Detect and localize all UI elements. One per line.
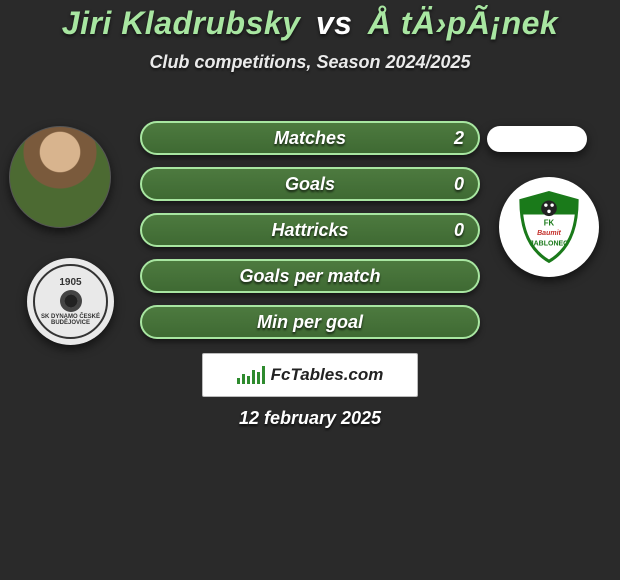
- player1-name: Jiri Kladrubsky: [62, 5, 301, 41]
- club-label-mid: Baumit: [537, 230, 561, 237]
- stats-column: Matches 2 Goals 0 Hattricks 0 Goals per …: [140, 121, 480, 351]
- stat-row-goals-per-match: Goals per match: [140, 259, 480, 293]
- subtitle: Club competitions, Season 2024/2025: [0, 52, 620, 73]
- stat-value-left: 0: [454, 220, 464, 241]
- stat-label: Goals per match: [239, 266, 380, 287]
- logo-bars-icon: [237, 366, 265, 384]
- player1-avatar: [9, 126, 111, 228]
- stat-value-left: 2: [454, 128, 464, 149]
- stat-label: Min per goal: [257, 312, 363, 333]
- comparison-date: 12 february 2025: [0, 408, 620, 429]
- club-label-top: FK: [544, 218, 555, 227]
- stat-label: Hattricks: [271, 220, 348, 241]
- player2-name: Å tÄ›pÃ¡nek: [368, 5, 558, 41]
- fctables-logo: FcTables.com: [202, 353, 418, 397]
- comparison-card: Jiri Kladrubsky vs Å tÄ›pÃ¡nek Club comp…: [0, 0, 620, 580]
- logo-text: FcTables.com: [271, 365, 384, 385]
- vs-label: vs: [316, 5, 353, 41]
- player2-avatar: [487, 126, 587, 152]
- stat-row-hattricks: Hattricks 0: [140, 213, 480, 247]
- page-title: Jiri Kladrubsky vs Å tÄ›pÃ¡nek: [0, 5, 620, 42]
- player2-club-badge: FK Baumit JABLONEC: [499, 177, 599, 277]
- stat-row-matches: Matches 2: [140, 121, 480, 155]
- club-badge-ring: [33, 264, 108, 339]
- stat-value-left: 0: [454, 174, 464, 195]
- stat-label: Matches: [274, 128, 346, 149]
- player1-club-badge: 1905 SK DYNAMO ČESKÉ BUDĚJOVICE: [27, 258, 114, 345]
- stat-row-goals: Goals 0: [140, 167, 480, 201]
- club-label-bottom: JABLONEC: [530, 241, 569, 248]
- stat-label: Goals: [285, 174, 335, 195]
- jablonec-shield-icon: FK Baumit JABLONEC: [510, 188, 588, 266]
- stat-row-min-per-goal: Min per goal: [140, 305, 480, 339]
